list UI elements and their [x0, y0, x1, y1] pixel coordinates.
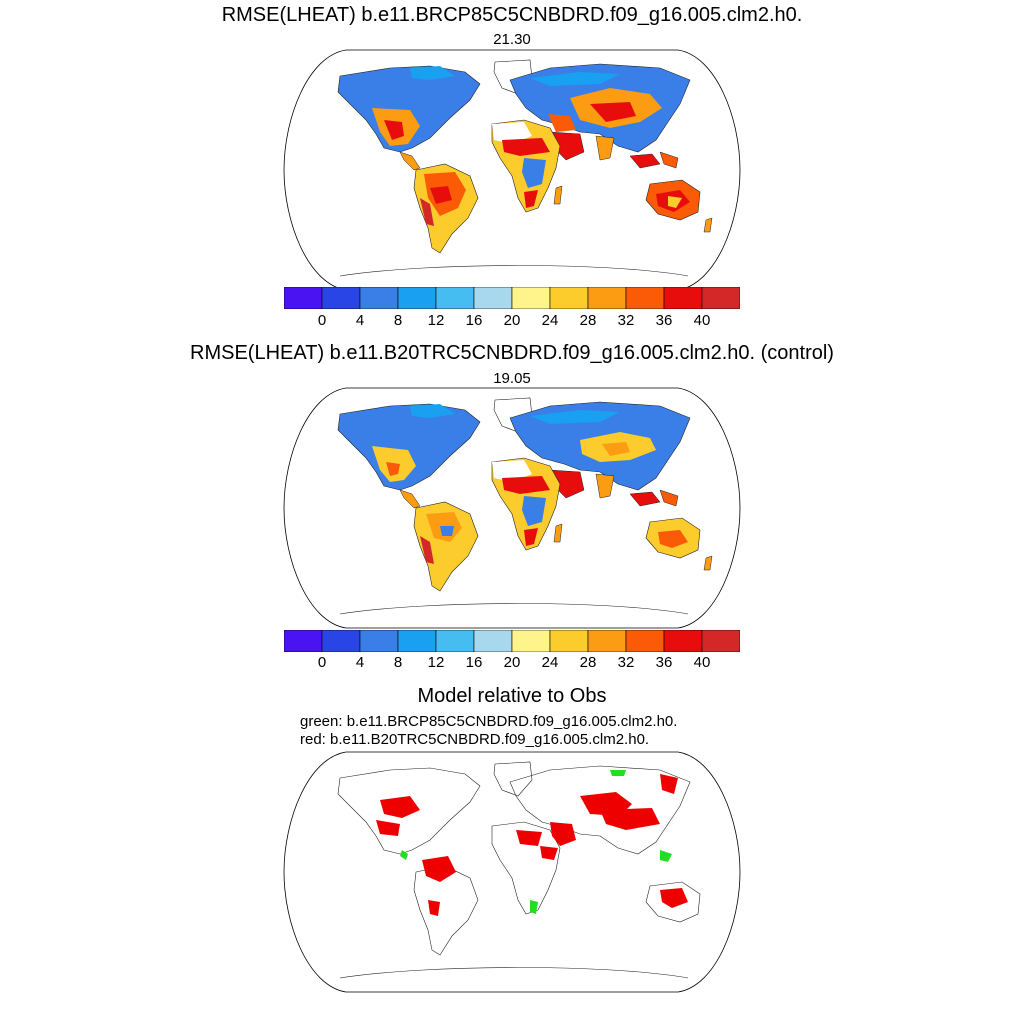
colorbar-tick-label: 40	[693, 654, 711, 671]
colorbar-tick-label: 20	[503, 654, 521, 671]
colorbar-swatch	[549, 629, 589, 653]
colorbar-swatch	[321, 629, 361, 653]
colorbar-tick-label: 8	[393, 654, 403, 671]
colorbar-tick-label: 20	[503, 312, 521, 329]
panel2-title: RMSE(LHEAT) b.e11.B20TRC5CNBDRD.f09_g16.…	[190, 342, 834, 364]
colorbar-swatch	[511, 629, 551, 653]
colorbar-tick-label: 32	[617, 312, 635, 329]
colorbar-swatch	[587, 629, 627, 653]
colorbar-tick-label: 16	[465, 312, 483, 329]
panel2-global-value: 19.05	[493, 370, 531, 387]
colorbar-tick-label: 28	[579, 654, 597, 671]
colorbar-swatch	[473, 629, 513, 653]
red-region	[516, 830, 542, 846]
colorbar-swatch	[283, 629, 323, 653]
legend-red: red: b.e11.B20TRC5CNBDRD.f09_g16.005.clm…	[300, 731, 650, 748]
colorbar-swatch	[625, 286, 665, 310]
colorbar-swatch	[283, 286, 323, 310]
panel1-title: RMSE(LHEAT) b.e11.BRCP85C5CNBDRD.f09_g16…	[221, 4, 803, 26]
colorbar-tick-label: 12	[427, 312, 445, 329]
green-region	[530, 900, 538, 914]
colorbar-swatch	[397, 629, 437, 653]
colorbar-swatch	[587, 286, 627, 310]
colorbar-swatch	[359, 286, 399, 310]
colorbar-tick-label: 28	[579, 312, 597, 329]
red-region	[376, 820, 400, 836]
colorbar-swatch	[359, 629, 399, 653]
panel1-colorbar-labels: 0 4 8 12 16 20 24 28 32 36 40	[284, 312, 740, 332]
colorbar-tick-label: 0	[317, 654, 327, 671]
colorbar-tick-label: 0	[317, 312, 327, 329]
colorbar-swatch	[435, 286, 475, 310]
green-region	[610, 770, 626, 776]
comparison-map	[283, 751, 741, 993]
red-region	[422, 856, 456, 882]
red-region	[660, 888, 688, 908]
legend-green: green: b.e11.BRCP85C5CNBDRD.f09_g16.005.…	[300, 713, 678, 730]
red-region	[428, 900, 440, 916]
red-region	[600, 808, 660, 830]
colorbar-swatch	[549, 286, 589, 310]
colorbar-tick-label: 12	[427, 654, 445, 671]
north-america	[337, 65, 481, 153]
colorbar-swatch	[701, 286, 741, 310]
panel1-global-value: 21.30	[493, 31, 531, 48]
colorbar-swatch	[663, 286, 703, 310]
colorbar-swatch	[397, 286, 437, 310]
north-america	[337, 403, 481, 491]
panel2-map	[283, 387, 741, 629]
colorbar-tick-label: 24	[541, 312, 559, 329]
colorbar-swatch	[435, 629, 475, 653]
red-region	[660, 774, 678, 794]
colorbar-tick-label: 36	[655, 654, 673, 671]
colorbar-tick-label: 40	[693, 312, 711, 329]
green-region	[400, 850, 408, 860]
colorbar-swatch	[663, 629, 703, 653]
red-region	[380, 796, 420, 818]
red-region	[540, 846, 558, 860]
colorbar-tick-label: 4	[355, 312, 365, 329]
colorbar-swatch	[625, 629, 665, 653]
panel1-map	[283, 49, 741, 291]
colorbar-tick-label: 36	[655, 312, 673, 329]
red-region	[550, 822, 576, 846]
colorbar-tick-label: 4	[355, 654, 365, 671]
colorbar-tick-label: 24	[541, 654, 559, 671]
colorbar-swatch	[511, 286, 551, 310]
comparison-title: Model relative to Obs	[417, 685, 607, 707]
colorbar-swatch	[701, 629, 741, 653]
colorbar-swatch	[321, 286, 361, 310]
panel1-colorbar	[283, 286, 741, 310]
colorbar-tick-label: 8	[393, 312, 403, 329]
colorbar-tick-label: 16	[465, 654, 483, 671]
colorbar-tick-label: 32	[617, 654, 635, 671]
green-region	[660, 850, 672, 862]
panel2-colorbar-labels: 0 4 8 12 16 20 24 28 32 36 40	[284, 654, 740, 674]
panel2-colorbar	[283, 629, 741, 653]
colorbar-swatch	[473, 286, 513, 310]
